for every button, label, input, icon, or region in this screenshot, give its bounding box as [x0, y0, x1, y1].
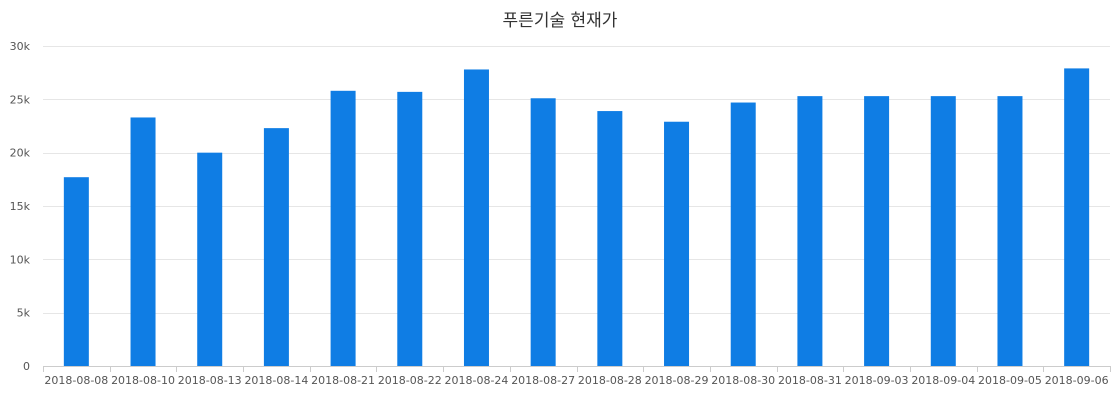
x-tick-label: 2018-08-08 [44, 374, 108, 387]
y-tick-label: 5k [17, 307, 31, 320]
bar[interactable] [997, 96, 1023, 366]
x-tick-label: 2018-08-30 [711, 374, 775, 387]
x-tick-label: 2018-08-13 [178, 374, 242, 387]
x-tick-label: 2018-08-22 [378, 374, 442, 387]
y-tick-label: 20k [10, 147, 31, 160]
bar[interactable] [730, 102, 756, 367]
chart-title: 푸른기술 현재가 [502, 11, 618, 31]
bar[interactable] [330, 90, 356, 367]
x-tick-label: 2018-08-31 [778, 374, 842, 387]
bar[interactable] [63, 177, 89, 366]
bar[interactable] [530, 98, 556, 367]
bar[interactable] [197, 152, 223, 366]
y-tick-label: 30k [10, 40, 31, 53]
x-tick-label: 2018-08-24 [445, 374, 509, 387]
x-tick-label: 2018-09-05 [978, 374, 1042, 387]
bar[interactable] [263, 128, 289, 366]
x-tick-label: 2018-09-04 [911, 374, 975, 387]
bar[interactable] [797, 96, 823, 366]
y-tick-label: 25k [10, 93, 31, 106]
bar[interactable] [664, 121, 690, 366]
bar[interactable] [1064, 68, 1090, 367]
x-tick-label: 2018-08-21 [311, 374, 375, 387]
y-tick-label: 15k [10, 200, 31, 213]
x-tick-label: 2018-09-06 [1045, 374, 1109, 387]
x-tick-label: 2018-08-10 [111, 374, 175, 387]
x-tick-label: 2018-08-29 [645, 374, 709, 387]
bar[interactable] [130, 117, 156, 366]
bar[interactable] [930, 96, 956, 366]
x-tick-label: 2018-08-27 [511, 374, 575, 387]
x-tick-label: 2018-08-28 [578, 374, 642, 387]
bar[interactable] [397, 91, 423, 366]
bar[interactable] [597, 111, 623, 366]
y-tick-label: 0 [23, 360, 30, 373]
x-tick-label: 2018-09-03 [845, 374, 909, 387]
y-tick-label: 10k [10, 253, 31, 266]
bars [63, 68, 1090, 367]
x-tick-label: 2018-08-14 [244, 374, 308, 387]
bar[interactable] [864, 96, 890, 366]
bar[interactable] [463, 69, 489, 366]
